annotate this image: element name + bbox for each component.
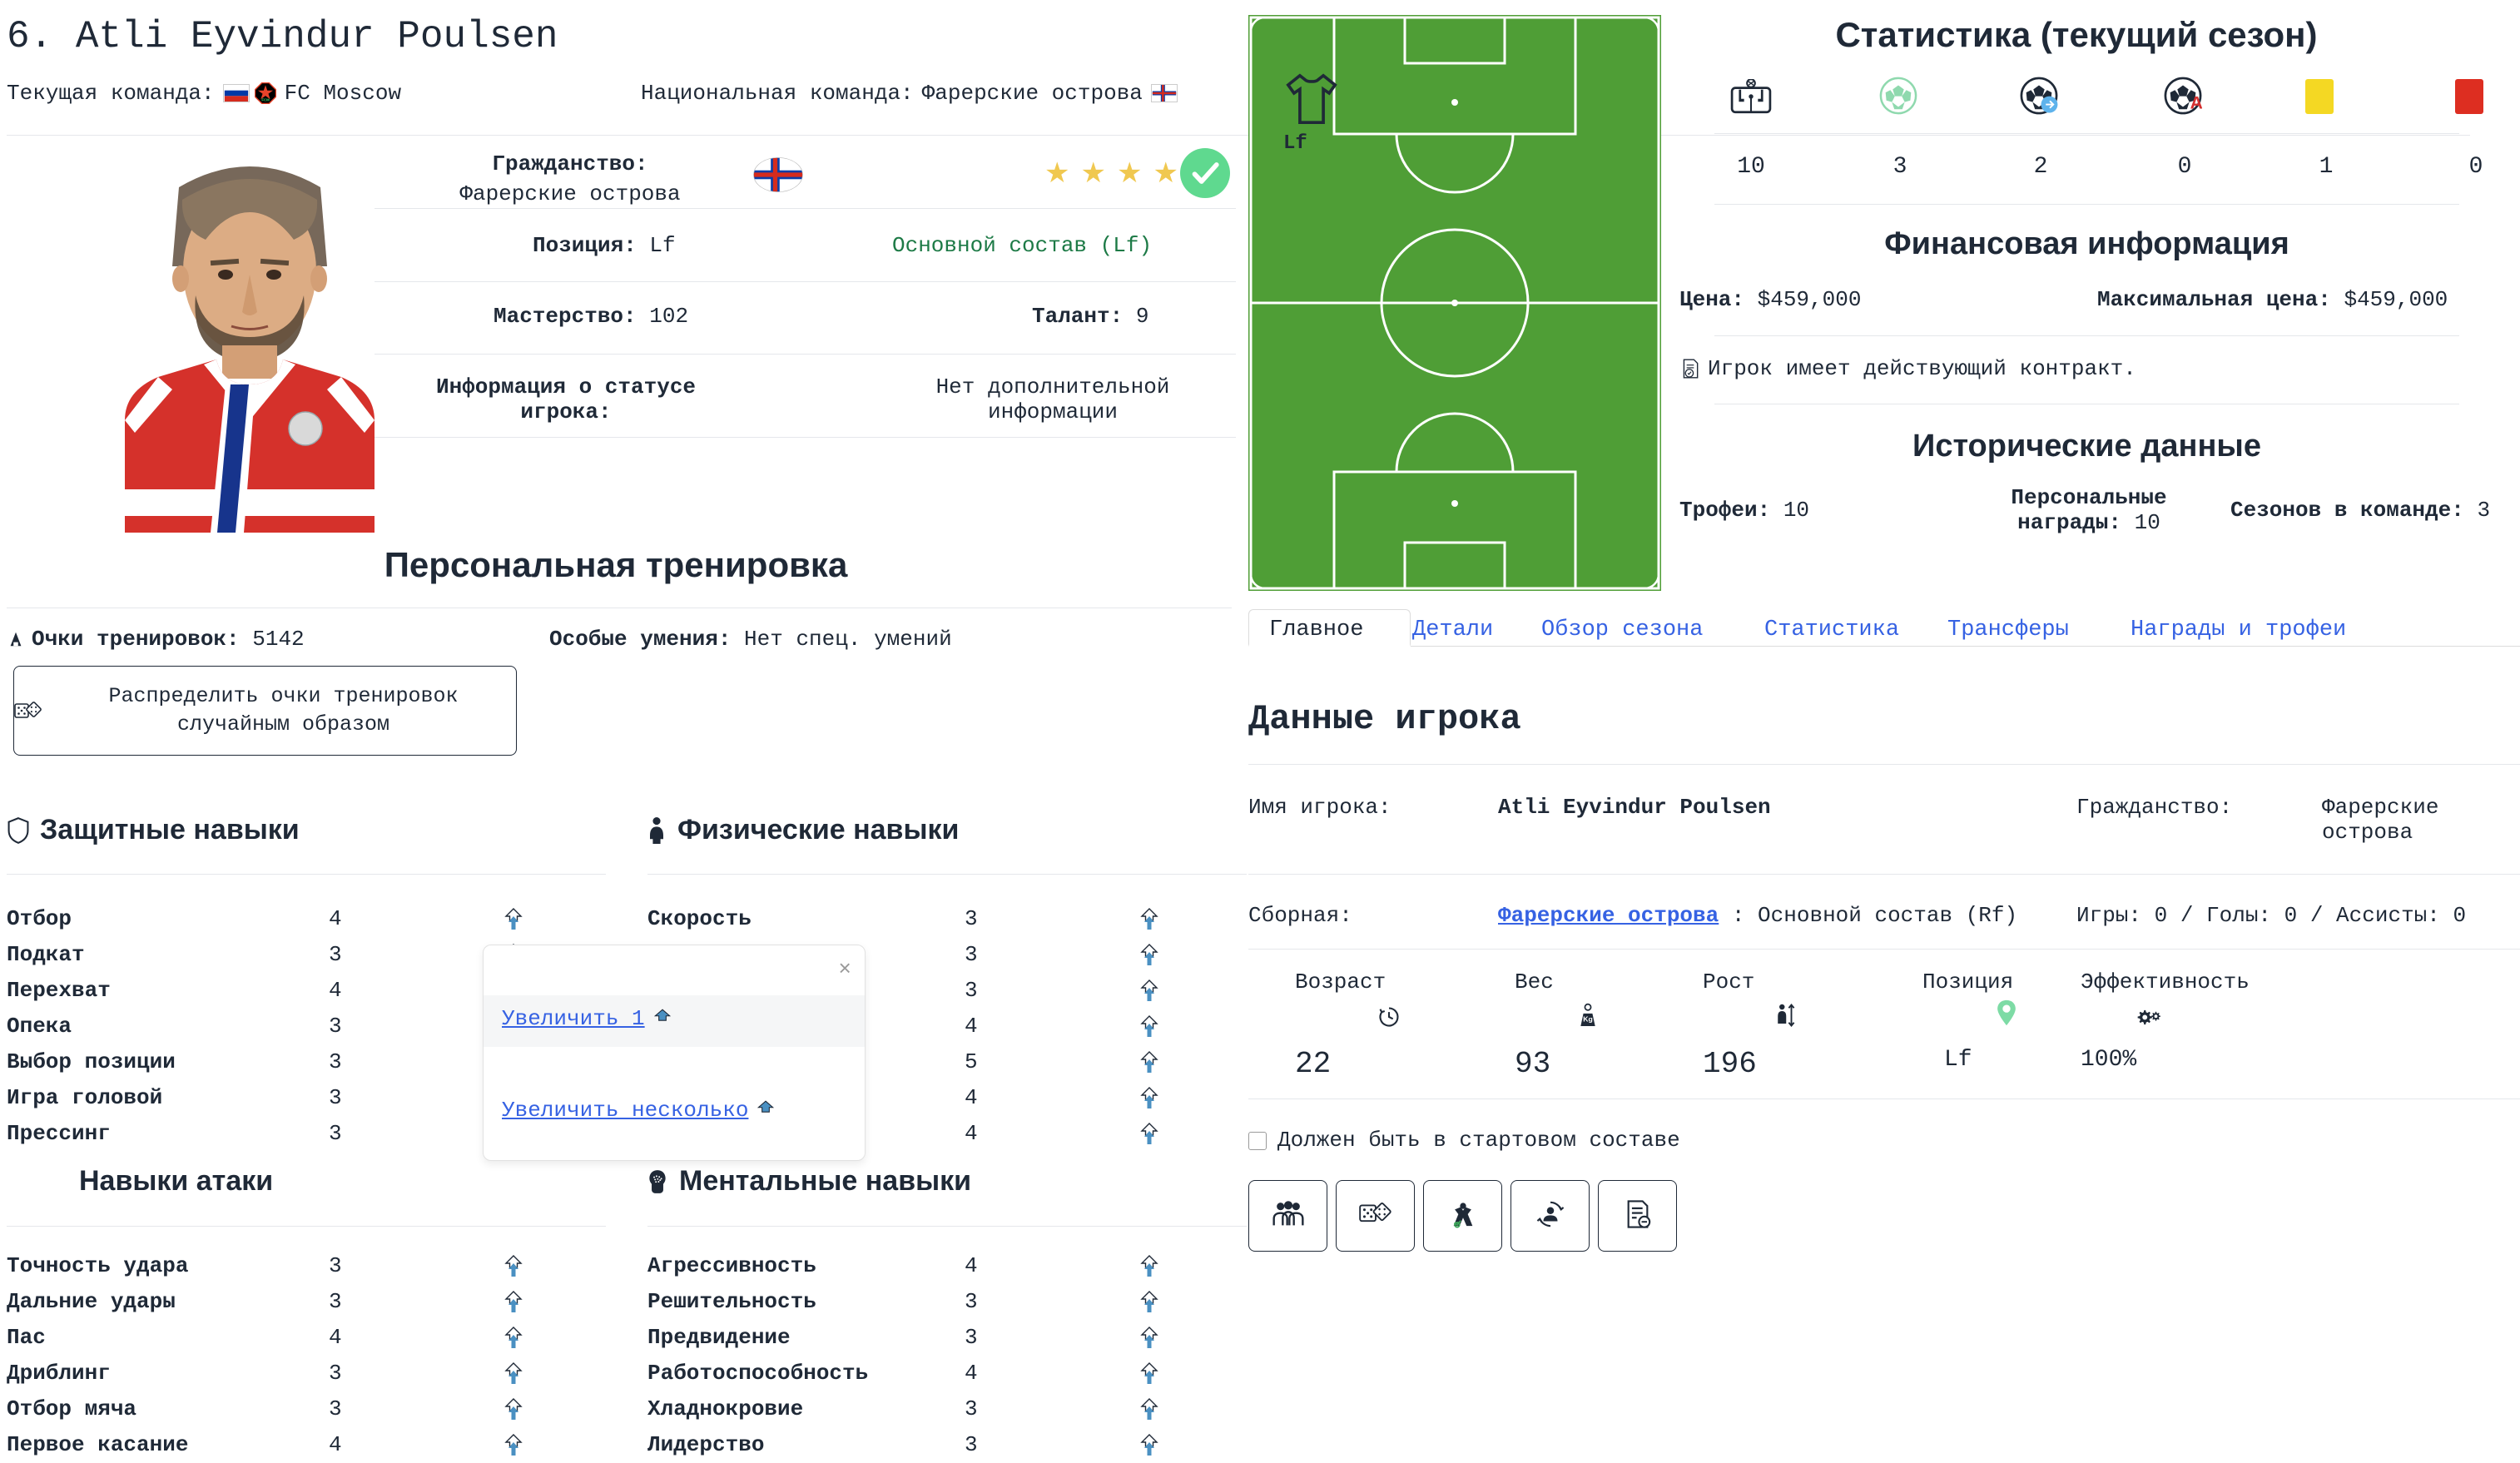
svg-text:FCM: FCM [261,98,270,102]
svg-text:A: A [2190,93,2202,112]
svg-text:Kg: Kg [1583,1015,1593,1024]
